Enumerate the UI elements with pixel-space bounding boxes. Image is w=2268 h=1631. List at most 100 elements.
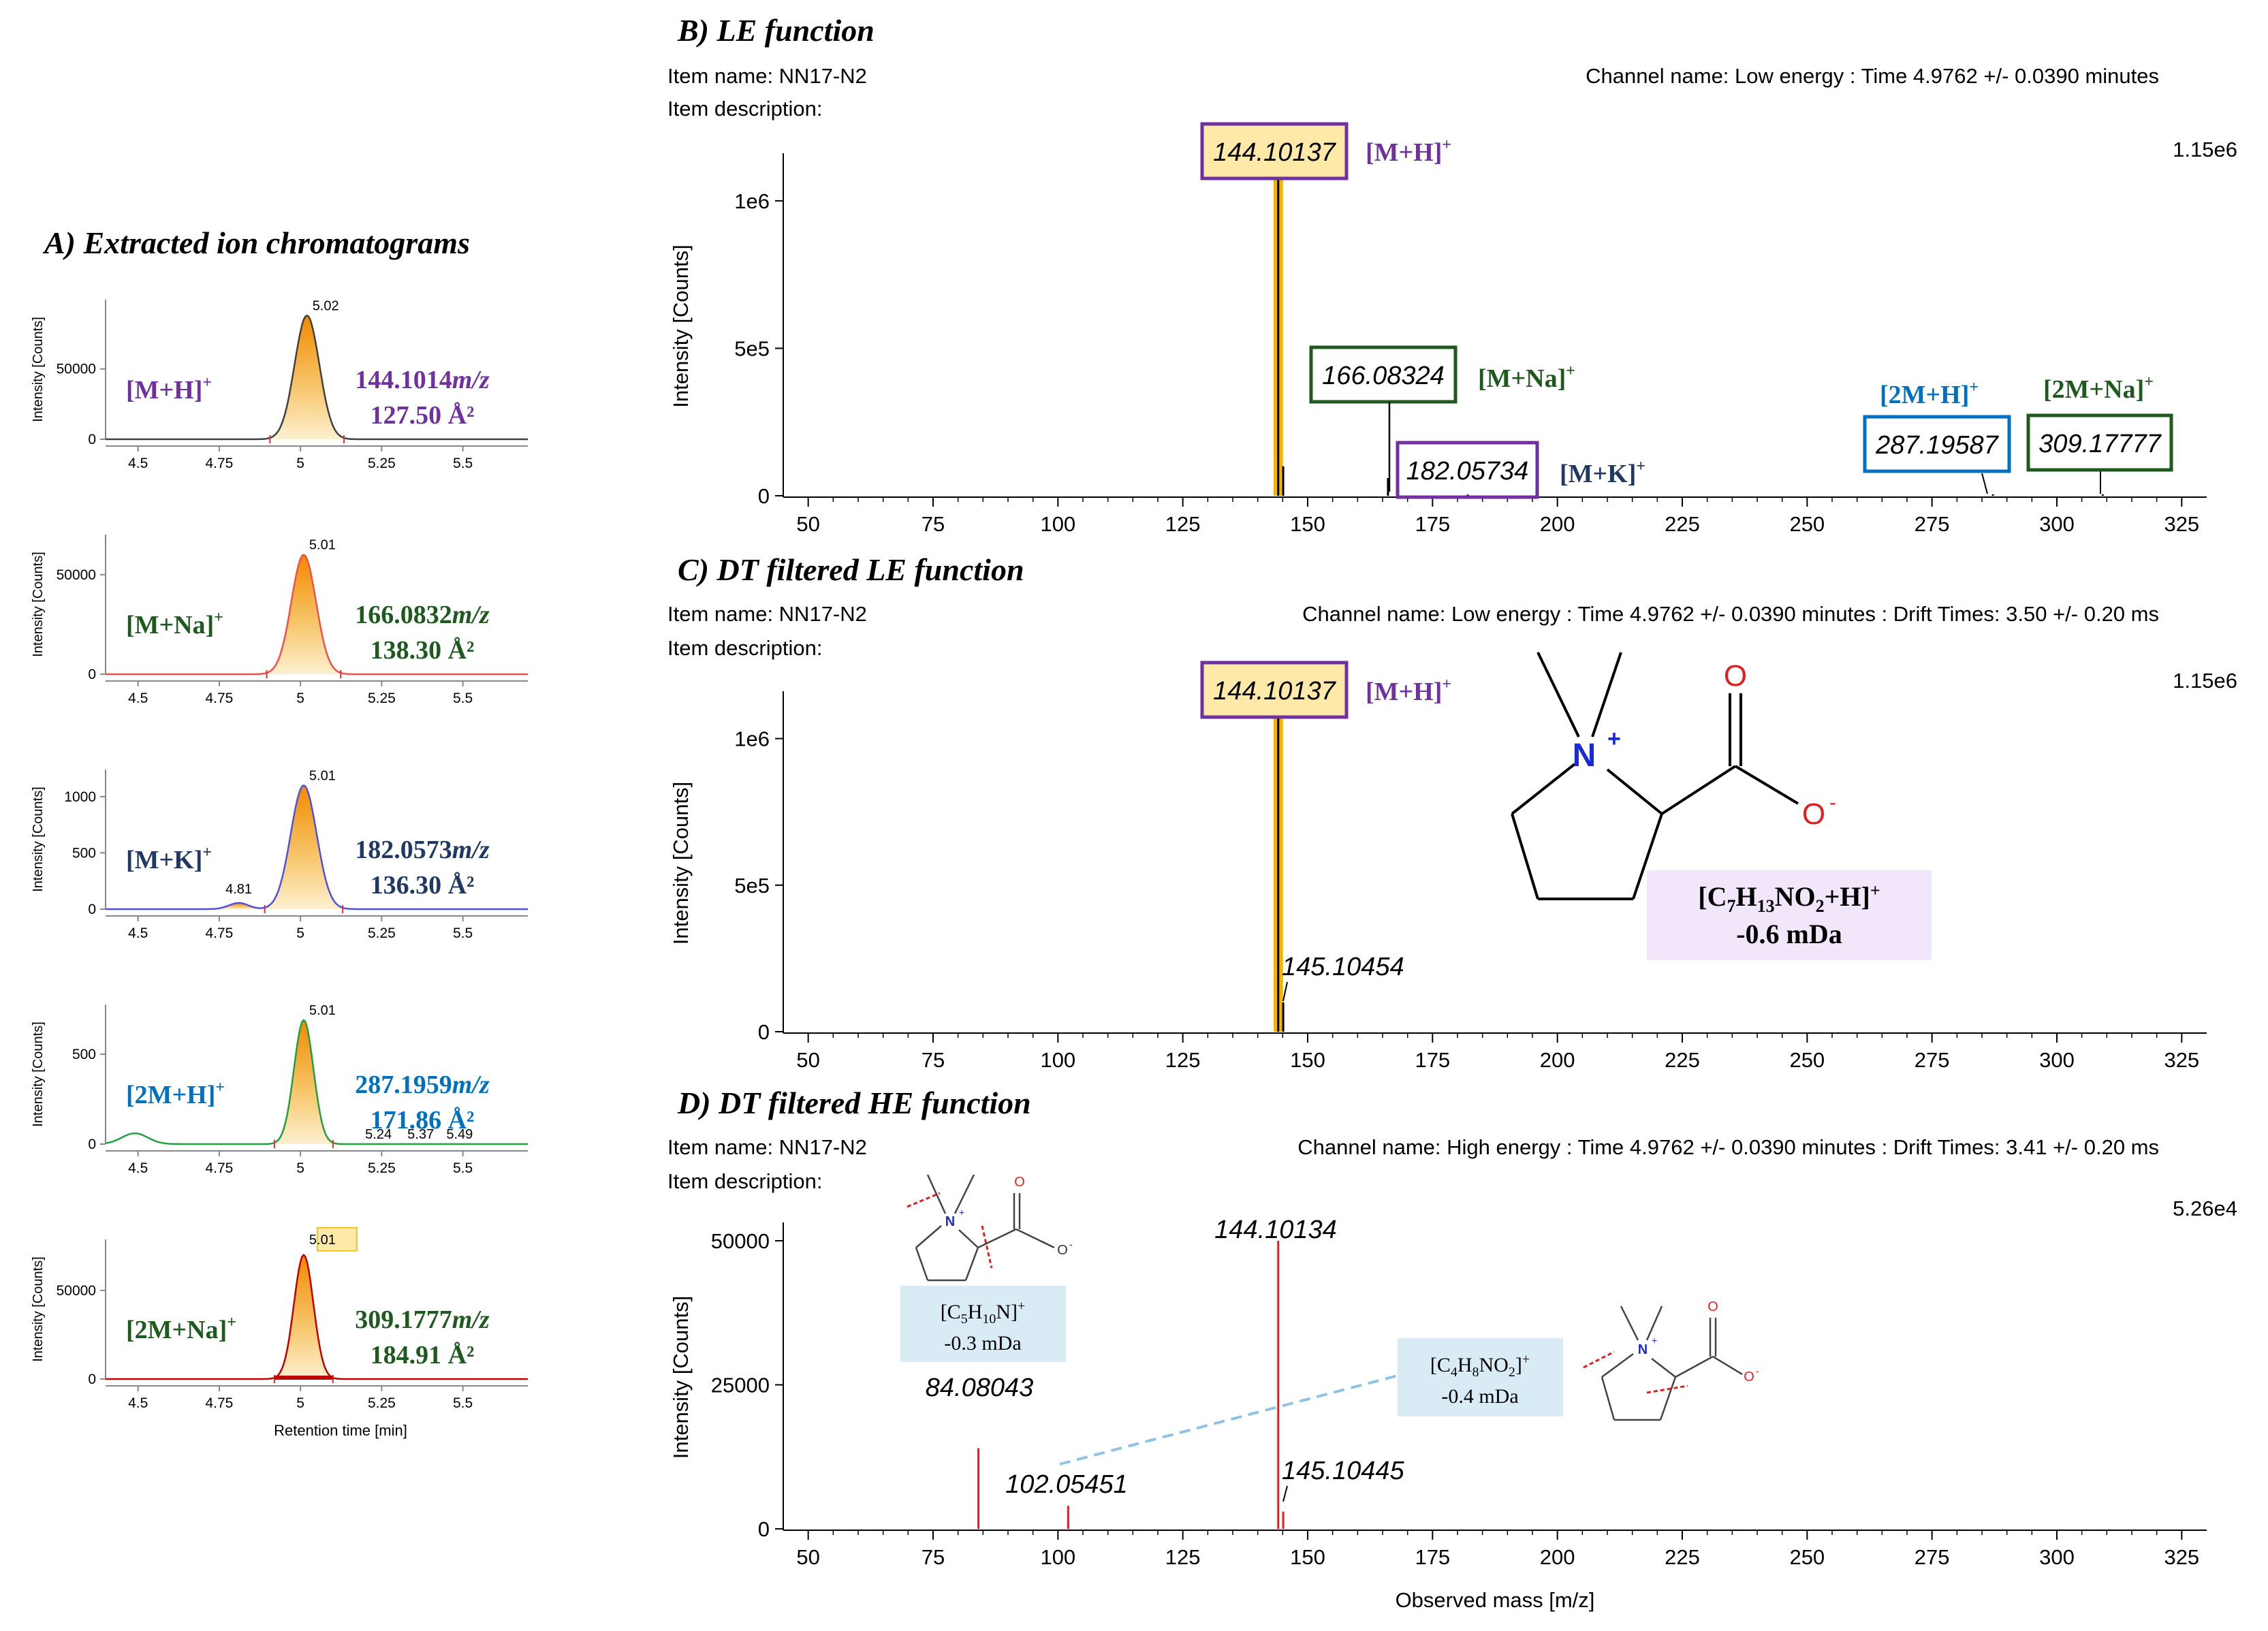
chromatogram-2: Intensity [Counts] 0 50000 4.5 4.75 5 5.25 5.5 5… [31,535,528,706]
peak-fill [266,554,341,674]
peak-fill [264,785,343,909]
x-tick-label: 5.5 [453,925,473,941]
fragment-structures: N + O O - [C5H10N]+ -0.3 mDa N + O O - [900,1174,1759,1466]
x-tick-label: 275 [1915,1048,1950,1072]
y-axis-label: Intensity [Counts] [31,552,46,657]
y-tick-label: 0 [758,484,770,508]
x-tick-label: 4.5 [128,456,148,471]
y-tick-label: 0 [88,1137,96,1152]
ccs-value: 138.30 Å² [371,636,475,665]
x-tick-label: 225 [1665,1048,1700,1072]
y-tick-label: 500 [72,1047,96,1062]
ion-label: [2M+Na]+ [126,1314,236,1344]
fragment-1-formula: [C5H10N]+ [941,1299,1026,1327]
ring-bond-2 [1511,813,1539,900]
peak-label: 5.02 [313,298,339,313]
x-tick-label: 75 [922,1048,945,1072]
mz-value: 144.1014m/z [355,366,490,394]
x-tick-label: 325 [2164,512,2199,536]
y-axis-label: Intensity [Counts] [31,317,46,422]
x-tick-label: 100 [1040,512,1075,536]
peak-label-166-box [1309,345,1458,404]
y-axis-label: Intensity [Counts] [31,787,46,892]
x-tick-label: 4.5 [128,1395,148,1411]
peak-label: 5.01 [309,538,336,553]
x-tick-label: 5.25 [368,1160,396,1176]
peak-label-182: 182.05734 [1406,457,1529,486]
panel-c-title: C) DT filtered LE function [678,552,1024,587]
y-tick-label: 25000 [711,1373,770,1397]
peak-label-166: 166.08324 [1322,362,1445,390]
x-tick-label: 175 [1415,512,1450,536]
panel-a-xlabel: Retention time [min] [274,1422,407,1439]
x-tick-label: 5.25 [368,925,396,941]
x-tick-label: 275 [1915,1545,1950,1569]
x-tick-label: 300 [2039,512,2075,536]
fragment-1-oxygen-minus: O [1057,1243,1068,1258]
ccs-value: 127.50 Å² [371,401,475,430]
spectrum-C: Intensity [Counts] 0 5e5 1e6 50 75 100 125 150 17… [669,691,2207,1072]
chromatogram-4: Intensity [Counts] 0 500 4.5 4.75 5 5.25 5.5 5.0… [31,1003,528,1176]
nitrogen-label: N [1573,738,1596,774]
peak-label-145: 145.10445 [1282,1457,1404,1485]
chromatogram-5: Intensity [Counts] 0 50000 4.5 4.75 5 5.25 5.5 5… [31,1227,528,1411]
carboxylate-oxygen: O [1802,797,1825,831]
x-tick-label: 250 [1789,512,1825,536]
peak-label: 5.49 [446,1127,473,1142]
formula-text: [C7H13NO2+H]+ [1698,881,1880,916]
x-tick-label: 5.25 [368,691,396,706]
leader-145 [1282,981,1288,1002]
x-tick-label: 125 [1165,512,1201,536]
y-axis-label: Intensity [Counts] [31,1256,46,1362]
mz-value: 182.0573m/z [355,836,490,864]
panel-b-title: B) LE function [677,13,875,48]
peak-label-144: 144.10137 [1213,138,1336,167]
peak-fill [274,1254,333,1379]
x-tick-label: 175 [1415,1048,1450,1072]
y-tick-label: 50000 [57,567,96,583]
chromatogram-trace [105,1019,528,1145]
peak-label: 5.01 [309,1003,336,1018]
ion-label: [M+H]+ [126,374,212,405]
x-tick-label: 75 [922,1545,945,1569]
y-tick-label: 0 [88,667,96,682]
chromatogram-trace [106,314,528,441]
peak-label-144: 144.10137 [1213,677,1336,706]
x-tick-label: 200 [1540,1048,1575,1072]
x-tick-label: 100 [1040,1545,1075,1569]
panel-c-item-name: Item name: NN17-N2 [667,602,867,626]
x-tick-label: 5 [296,691,304,706]
formula-mass-error: -0.6 mDa [1736,919,1842,949]
y-tick-label: 0 [88,902,96,917]
nitrogen-charge: + [1607,726,1621,752]
peak-label-144-box [1200,122,1349,180]
peak-label-182-box [1396,441,1539,499]
panel-d-item-name: Item name: NN17-N2 [667,1135,867,1159]
x-tick-label: 200 [1540,512,1575,536]
panel-b-max-label: 1.15e6 [2173,138,2237,161]
peak-label: 5.37 [407,1127,434,1142]
x-tick-label: 225 [1665,512,1700,536]
x-tick-label: 125 [1165,1545,1201,1569]
ccs-value: 184.91 Å² [371,1341,475,1369]
peak-label: 4.81 [225,882,252,897]
x-tick-label: 4.5 [128,1160,148,1176]
peak-label-144: 144.10134 [1214,1216,1337,1244]
x-tick-label: 4.75 [205,456,233,471]
panel-a-title: A) Extracted ion chromatograms [42,225,470,260]
y-axis-label: Intensity [Counts] [669,244,693,408]
y-tick-label: 0 [758,1517,770,1541]
y-tick-label: 0 [88,1372,96,1387]
fragment-1-oxygen: O [1014,1175,1025,1190]
ccs-value: 136.30 Å² [371,871,475,900]
chromatogram-trace [106,1253,528,1380]
x-tick-label: 175 [1415,1545,1450,1569]
x-tick-label: 4.75 [205,1395,233,1411]
x-tick-label: 75 [922,512,945,536]
y-tick-label: 1e6 [734,727,770,751]
x-tick-label: 200 [1540,1545,1575,1569]
peak-label-84: 84.08043 [926,1374,1034,1402]
ion-label-mk: [M+K]+ [1560,458,1645,488]
